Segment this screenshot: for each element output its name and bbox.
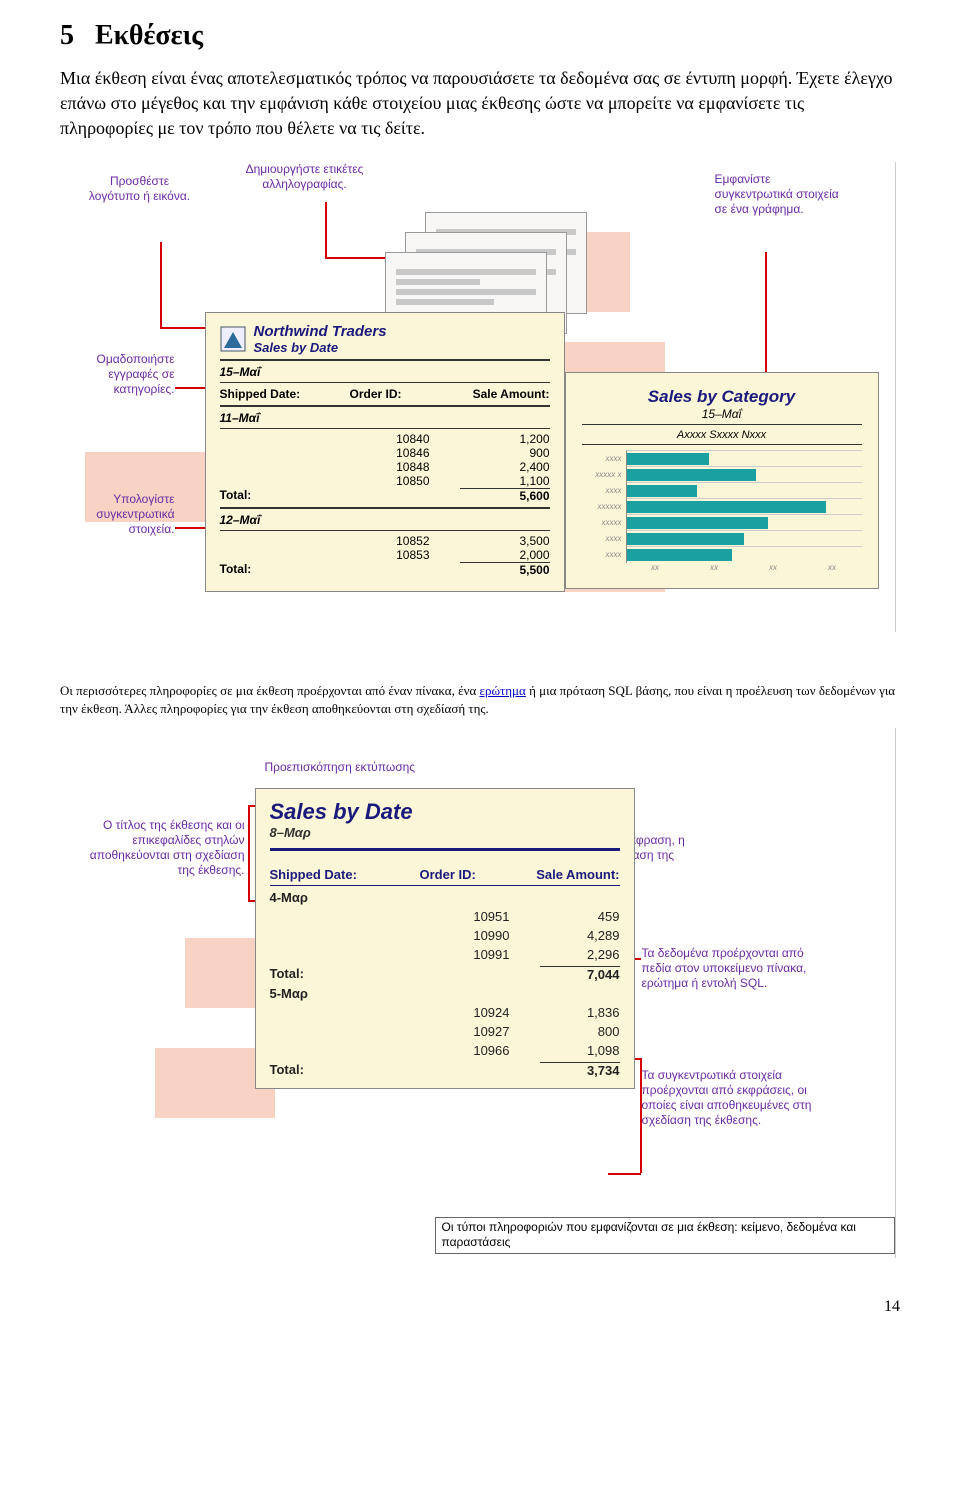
callout-data-source: Τα δεδομένα προέρχονται από πεδία στον υ… <box>642 946 812 991</box>
report-sales-by-date-preview: Sales by Date 8–Μαρ Shipped Date: Order … <box>255 788 635 1089</box>
preview-label: Προεπισκόπηση εκτύπωσης <box>265 760 416 774</box>
page-number: 14 <box>60 1298 900 1316</box>
connector-line <box>325 257 385 259</box>
chart-x-axis: xxxxxxxx <box>626 563 862 572</box>
group-date: 12–Μαΐ <box>220 513 550 527</box>
callout-totals-expr: Τα συγκεντρωτικά στοιχεία προέρχονται απ… <box>642 1068 832 1128</box>
table-row: 108482,400 <box>220 460 550 474</box>
group-total: Total: 7,044 <box>270 966 620 982</box>
table-row: 109904,289 <box>270 928 620 943</box>
connector-line <box>325 202 327 257</box>
callout-logo: Προσθέστε λογότυπο ή εικόνα. <box>85 174 195 204</box>
connector-line <box>640 1058 642 1173</box>
chart-sales-by-category: Sales by Category 15–Μαΐ Axxxx Sxxxx Nxx… <box>565 372 879 589</box>
report-sales-by-date: Northwind Traders Sales by Date 15–Μαΐ S… <box>205 312 565 592</box>
figure-1: Προσθέστε λογότυπο ή εικόνα. Δημιουργήστ… <box>65 162 896 632</box>
callout-group: Ομαδοποιήστε εγγραφές σε κατηγορίες. <box>65 352 175 397</box>
table-row: 109661,098 <box>270 1043 620 1058</box>
table-row: 108523,500 <box>220 534 550 548</box>
group-date: 11–Μαΐ <box>220 411 550 425</box>
report2-date: 8–Μαρ <box>270 825 620 840</box>
table-row: 10846900 <box>220 446 550 460</box>
link-query[interactable]: ερώτημα <box>480 683 526 698</box>
chart-bars: xxxxxxxxx xxxxxxxxxxxxxxxxxxxxxxxx <box>582 451 862 563</box>
report-title-1: Northwind Traders <box>254 323 387 340</box>
callout-chart: Εμφανίστε συγκεντρωτικά στοιχεία σε ένα … <box>715 172 845 217</box>
table-row: 108401,200 <box>220 432 550 446</box>
connector-line <box>160 242 162 327</box>
callout-totals: Υπολογίστε συγκεντρωτικά στοιχεία. <box>65 492 175 537</box>
figure2-footer: Οι τύποι πληροφοριών που εμφανίζονται σε… <box>435 1217 895 1254</box>
chart-subtitle: 15–Μαΐ <box>582 407 862 421</box>
section-number: 5 <box>60 20 88 52</box>
table-row: 10927800 <box>270 1024 620 1039</box>
report2-columns: Shipped Date: Order ID: Sale Amount: <box>270 867 620 882</box>
section-heading: 5 Εκθέσεις <box>60 20 900 52</box>
table-row: 109241,836 <box>270 1005 620 1020</box>
section-title: Εκθέσεις <box>95 20 203 51</box>
figure-2: Προεπισκόπηση εκτύπωσης Ο τίτλος της έκθ… <box>65 728 896 1258</box>
intro-paragraph: Μια έκθεση είναι ένας αποτελεσματικός τρ… <box>60 66 900 142</box>
connector-line <box>608 1173 641 1175</box>
connector-line <box>765 252 767 377</box>
report2-title: Sales by Date <box>270 799 620 825</box>
northwind-logo-icon <box>220 326 246 352</box>
chart-legend: Axxxx Sxxxx Nxxx <box>582 429 862 441</box>
callout-title-cols: Ο τίτλος της έκθεσης και οι επικεφαλίδες… <box>75 818 245 878</box>
table-row: 108532,000 <box>220 548 550 562</box>
chart-title: Sales by Category <box>582 387 862 407</box>
report-date: 15–Μαΐ <box>220 365 550 379</box>
explanatory-paragraph: Οι περισσότερες πληροφορίες σε μια έκθεσ… <box>60 682 900 718</box>
group-total: Total: 5,600 <box>220 488 550 503</box>
table-row: 10951459 <box>270 909 620 924</box>
report-title-2: Sales by Date <box>254 340 387 355</box>
group-total: Total: 5,500 <box>220 562 550 577</box>
table-row: 108501,100 <box>220 474 550 488</box>
table-row: 109912,296 <box>270 947 620 962</box>
connector-line <box>248 805 250 900</box>
callout-labels: Δημιουργήστε ετικέτες αλληλογραφίας. <box>225 162 385 192</box>
group-total: Total: 3,734 <box>270 1062 620 1078</box>
report-columns: Shipped Date: Order ID: Sale Amount: <box>220 387 550 401</box>
